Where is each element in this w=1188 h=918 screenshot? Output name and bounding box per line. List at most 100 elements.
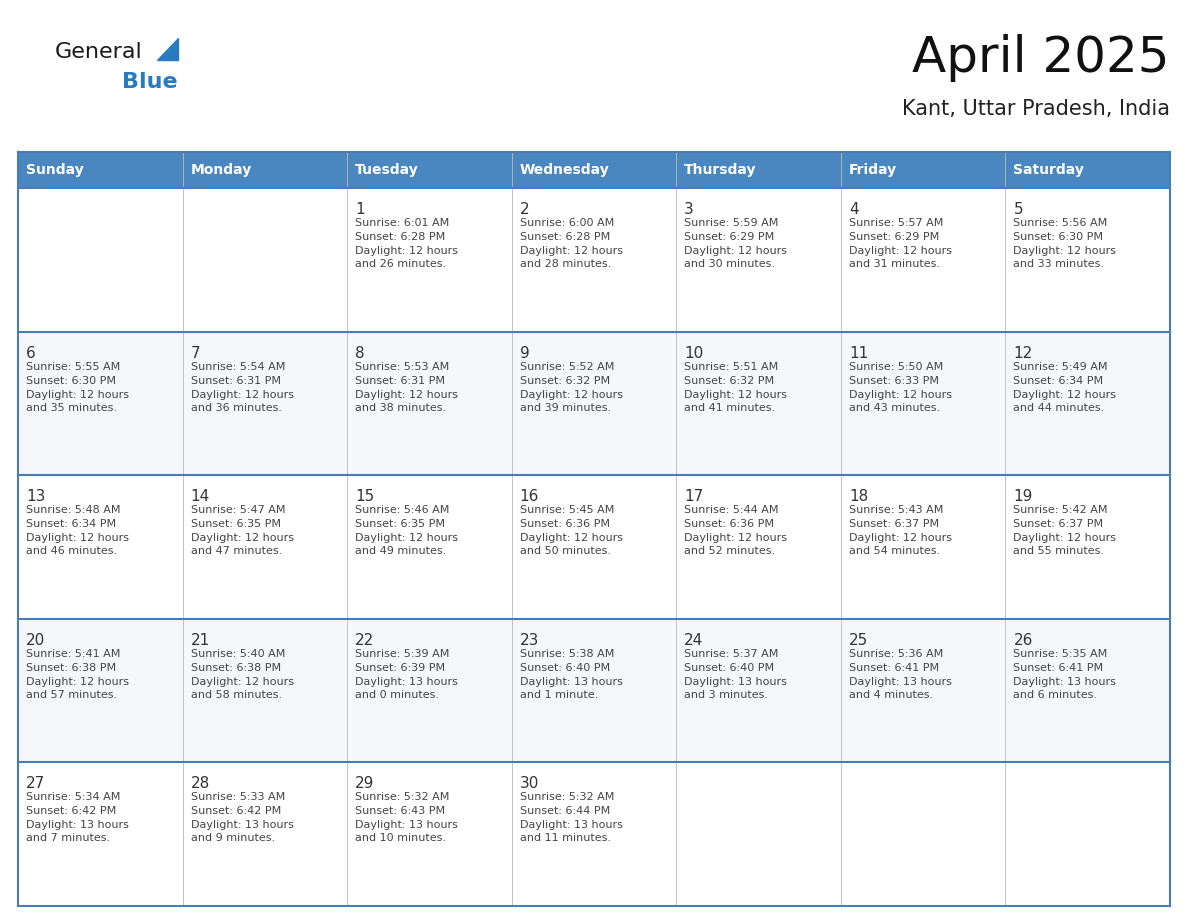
Text: Daylight: 13 hours: Daylight: 13 hours	[519, 677, 623, 687]
Text: Sunset: 6:38 PM: Sunset: 6:38 PM	[26, 663, 116, 673]
Text: Daylight: 12 hours: Daylight: 12 hours	[190, 677, 293, 687]
Text: 30: 30	[519, 777, 539, 791]
Text: and 28 minutes.: and 28 minutes.	[519, 259, 611, 269]
Text: Sunrise: 5:55 AM: Sunrise: 5:55 AM	[26, 362, 120, 372]
Text: Sunset: 6:38 PM: Sunset: 6:38 PM	[190, 663, 280, 673]
Text: and 35 minutes.: and 35 minutes.	[26, 403, 116, 412]
Text: 21: 21	[190, 633, 210, 648]
Bar	[183, 476, 347, 619]
Text: and 0 minutes.: and 0 minutes.	[355, 689, 440, 700]
Text: Daylight: 12 hours: Daylight: 12 hours	[684, 389, 788, 399]
Text: Sunset: 6:29 PM: Sunset: 6:29 PM	[684, 232, 775, 242]
Text: Sunrise: 5:40 AM: Sunrise: 5:40 AM	[190, 649, 285, 659]
Bar	[347, 152, 512, 188]
Text: Sunrise: 5:34 AM: Sunrise: 5:34 AM	[26, 792, 120, 802]
Text: 3: 3	[684, 202, 694, 217]
Text: Sunset: 6:34 PM: Sunset: 6:34 PM	[26, 520, 116, 529]
Text: Sunrise: 5:43 AM: Sunrise: 5:43 AM	[849, 505, 943, 515]
Text: Sunrise: 5:42 AM: Sunrise: 5:42 AM	[1013, 505, 1108, 515]
Text: Wednesday: Wednesday	[519, 163, 609, 177]
Bar	[18, 476, 183, 619]
Text: and 10 minutes.: and 10 minutes.	[355, 834, 447, 844]
Text: Daylight: 12 hours: Daylight: 12 hours	[849, 533, 952, 543]
Text: 29: 29	[355, 777, 374, 791]
Text: Sunset: 6:33 PM: Sunset: 6:33 PM	[849, 375, 939, 386]
Text: and 58 minutes.: and 58 minutes.	[190, 689, 282, 700]
Text: Sunset: 6:34 PM: Sunset: 6:34 PM	[1013, 375, 1104, 386]
Text: 23: 23	[519, 633, 539, 648]
Text: 20: 20	[26, 633, 45, 648]
Bar	[183, 619, 347, 763]
Bar	[347, 188, 512, 331]
Text: Daylight: 12 hours: Daylight: 12 hours	[355, 246, 459, 256]
Text: Friday: Friday	[849, 163, 897, 177]
Text: Sunrise: 5:56 AM: Sunrise: 5:56 AM	[1013, 218, 1107, 228]
Text: 18: 18	[849, 489, 868, 504]
Text: Sunrise: 5:57 AM: Sunrise: 5:57 AM	[849, 218, 943, 228]
Text: and 49 minutes.: and 49 minutes.	[355, 546, 447, 556]
Text: and 39 minutes.: and 39 minutes.	[519, 403, 611, 412]
Text: and 55 minutes.: and 55 minutes.	[1013, 546, 1105, 556]
Text: and 3 minutes.: and 3 minutes.	[684, 689, 769, 700]
Text: Sunset: 6:41 PM: Sunset: 6:41 PM	[1013, 663, 1104, 673]
Text: Sunset: 6:43 PM: Sunset: 6:43 PM	[355, 806, 446, 816]
Text: 27: 27	[26, 777, 45, 791]
Text: and 9 minutes.: and 9 minutes.	[190, 834, 274, 844]
Text: and 46 minutes.: and 46 minutes.	[26, 546, 118, 556]
Polygon shape	[157, 38, 178, 60]
Bar	[183, 188, 347, 331]
Text: Saturday: Saturday	[1013, 163, 1085, 177]
Text: April 2025: April 2025	[912, 34, 1170, 82]
Text: Daylight: 12 hours: Daylight: 12 hours	[519, 533, 623, 543]
Text: and 52 minutes.: and 52 minutes.	[684, 546, 776, 556]
Text: Daylight: 12 hours: Daylight: 12 hours	[355, 533, 459, 543]
Bar	[1005, 331, 1170, 476]
Text: Sunset: 6:41 PM: Sunset: 6:41 PM	[849, 663, 939, 673]
Bar	[512, 188, 676, 331]
Text: Daylight: 13 hours: Daylight: 13 hours	[355, 821, 459, 831]
Bar	[676, 476, 841, 619]
Text: Kant, Uttar Pradesh, India: Kant, Uttar Pradesh, India	[902, 99, 1170, 119]
Text: 12: 12	[1013, 345, 1032, 361]
Text: Sunset: 6:35 PM: Sunset: 6:35 PM	[355, 520, 446, 529]
Text: Daylight: 12 hours: Daylight: 12 hours	[849, 246, 952, 256]
Bar	[18, 763, 183, 906]
Bar	[512, 152, 676, 188]
Text: Sunset: 6:36 PM: Sunset: 6:36 PM	[684, 520, 775, 529]
Bar	[841, 188, 1005, 331]
Text: Sunrise: 5:32 AM: Sunrise: 5:32 AM	[519, 792, 614, 802]
Text: Sunset: 6:35 PM: Sunset: 6:35 PM	[190, 520, 280, 529]
Text: Daylight: 13 hours: Daylight: 13 hours	[684, 677, 788, 687]
Bar	[841, 619, 1005, 763]
Bar	[1005, 152, 1170, 188]
Bar	[18, 619, 183, 763]
Text: and 7 minutes.: and 7 minutes.	[26, 834, 110, 844]
Bar	[1005, 619, 1170, 763]
Bar	[676, 152, 841, 188]
Text: Daylight: 13 hours: Daylight: 13 hours	[26, 821, 128, 831]
Text: 7: 7	[190, 345, 201, 361]
Text: 1: 1	[355, 202, 365, 217]
Text: Sunset: 6:29 PM: Sunset: 6:29 PM	[849, 232, 939, 242]
Text: Sunrise: 5:32 AM: Sunrise: 5:32 AM	[355, 792, 449, 802]
Bar	[841, 331, 1005, 476]
Bar	[18, 188, 183, 331]
Text: Daylight: 12 hours: Daylight: 12 hours	[684, 533, 788, 543]
Text: Sunrise: 5:48 AM: Sunrise: 5:48 AM	[26, 505, 120, 515]
Text: Sunset: 6:28 PM: Sunset: 6:28 PM	[355, 232, 446, 242]
Text: 14: 14	[190, 489, 210, 504]
Text: and 36 minutes.: and 36 minutes.	[190, 403, 282, 412]
Bar	[347, 763, 512, 906]
Bar	[347, 619, 512, 763]
Text: Sunrise: 5:39 AM: Sunrise: 5:39 AM	[355, 649, 449, 659]
Text: General: General	[55, 42, 143, 62]
Text: Sunset: 6:39 PM: Sunset: 6:39 PM	[355, 663, 446, 673]
Text: and 41 minutes.: and 41 minutes.	[684, 403, 776, 412]
Bar	[676, 331, 841, 476]
Text: and 38 minutes.: and 38 minutes.	[355, 403, 447, 412]
Text: and 11 minutes.: and 11 minutes.	[519, 834, 611, 844]
Bar	[676, 763, 841, 906]
Text: 9: 9	[519, 345, 530, 361]
Text: Sunset: 6:37 PM: Sunset: 6:37 PM	[1013, 520, 1104, 529]
Text: Sunset: 6:42 PM: Sunset: 6:42 PM	[190, 806, 280, 816]
